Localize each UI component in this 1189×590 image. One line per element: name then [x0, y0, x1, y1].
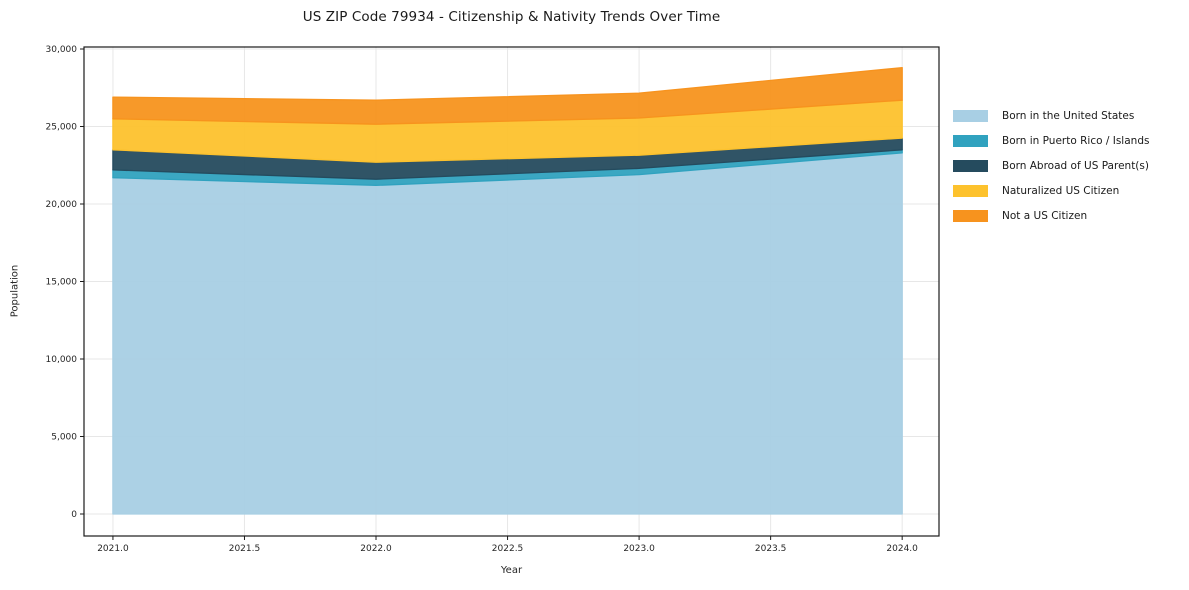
svg-text:25,000: 25,000 [46, 123, 78, 133]
legend-item: Not a US Citizen [953, 203, 1149, 228]
x-axis-label: Year [500, 565, 523, 576]
svg-text:20,000: 20,000 [46, 200, 78, 210]
legend-item: Born in the United States [953, 103, 1149, 128]
legend-swatch-born-abroad-icon [953, 159, 988, 172]
svg-text:2022.0: 2022.0 [360, 544, 392, 554]
legend-label: Not a US Citizen [1002, 209, 1088, 222]
legend-swatch-puerto-rico-icon [953, 134, 988, 147]
svg-text:2023.5: 2023.5 [755, 544, 787, 554]
chart-title: US ZIP Code 79934 - Citizenship & Nativi… [302, 9, 721, 25]
svg-text:30,000: 30,000 [46, 45, 78, 55]
legend-label: Born in Puerto Rico / Islands [1002, 134, 1150, 147]
legend-item: Born in Puerto Rico / Islands [953, 128, 1149, 153]
legend-label: Born Abroad of US Parent(s) [1002, 159, 1149, 172]
legend-item: Born Abroad of US Parent(s) [953, 153, 1149, 178]
svg-text:2021.0: 2021.0 [97, 544, 129, 554]
legend-label: Born in the United States [1002, 109, 1135, 122]
svg-text:0: 0 [71, 510, 77, 520]
legend-swatch-naturalized-icon [953, 184, 988, 197]
svg-text:2024.0: 2024.0 [886, 544, 918, 554]
svg-text:2021.5: 2021.5 [229, 544, 261, 554]
legend: Born in the United States Born in Puerto… [953, 103, 1149, 228]
svg-text:2023.0: 2023.0 [623, 544, 655, 554]
svg-text:15,000: 15,000 [46, 278, 78, 288]
legend-item: Naturalized US Citizen [953, 178, 1149, 203]
legend-label: Naturalized US Citizen [1002, 184, 1120, 197]
svg-text:10,000: 10,000 [46, 355, 78, 365]
svg-text:2022.5: 2022.5 [492, 544, 524, 554]
legend-swatch-born-us-icon [953, 109, 988, 122]
svg-text:5,000: 5,000 [51, 432, 77, 442]
legend-swatch-not-citizen-icon [953, 209, 988, 222]
